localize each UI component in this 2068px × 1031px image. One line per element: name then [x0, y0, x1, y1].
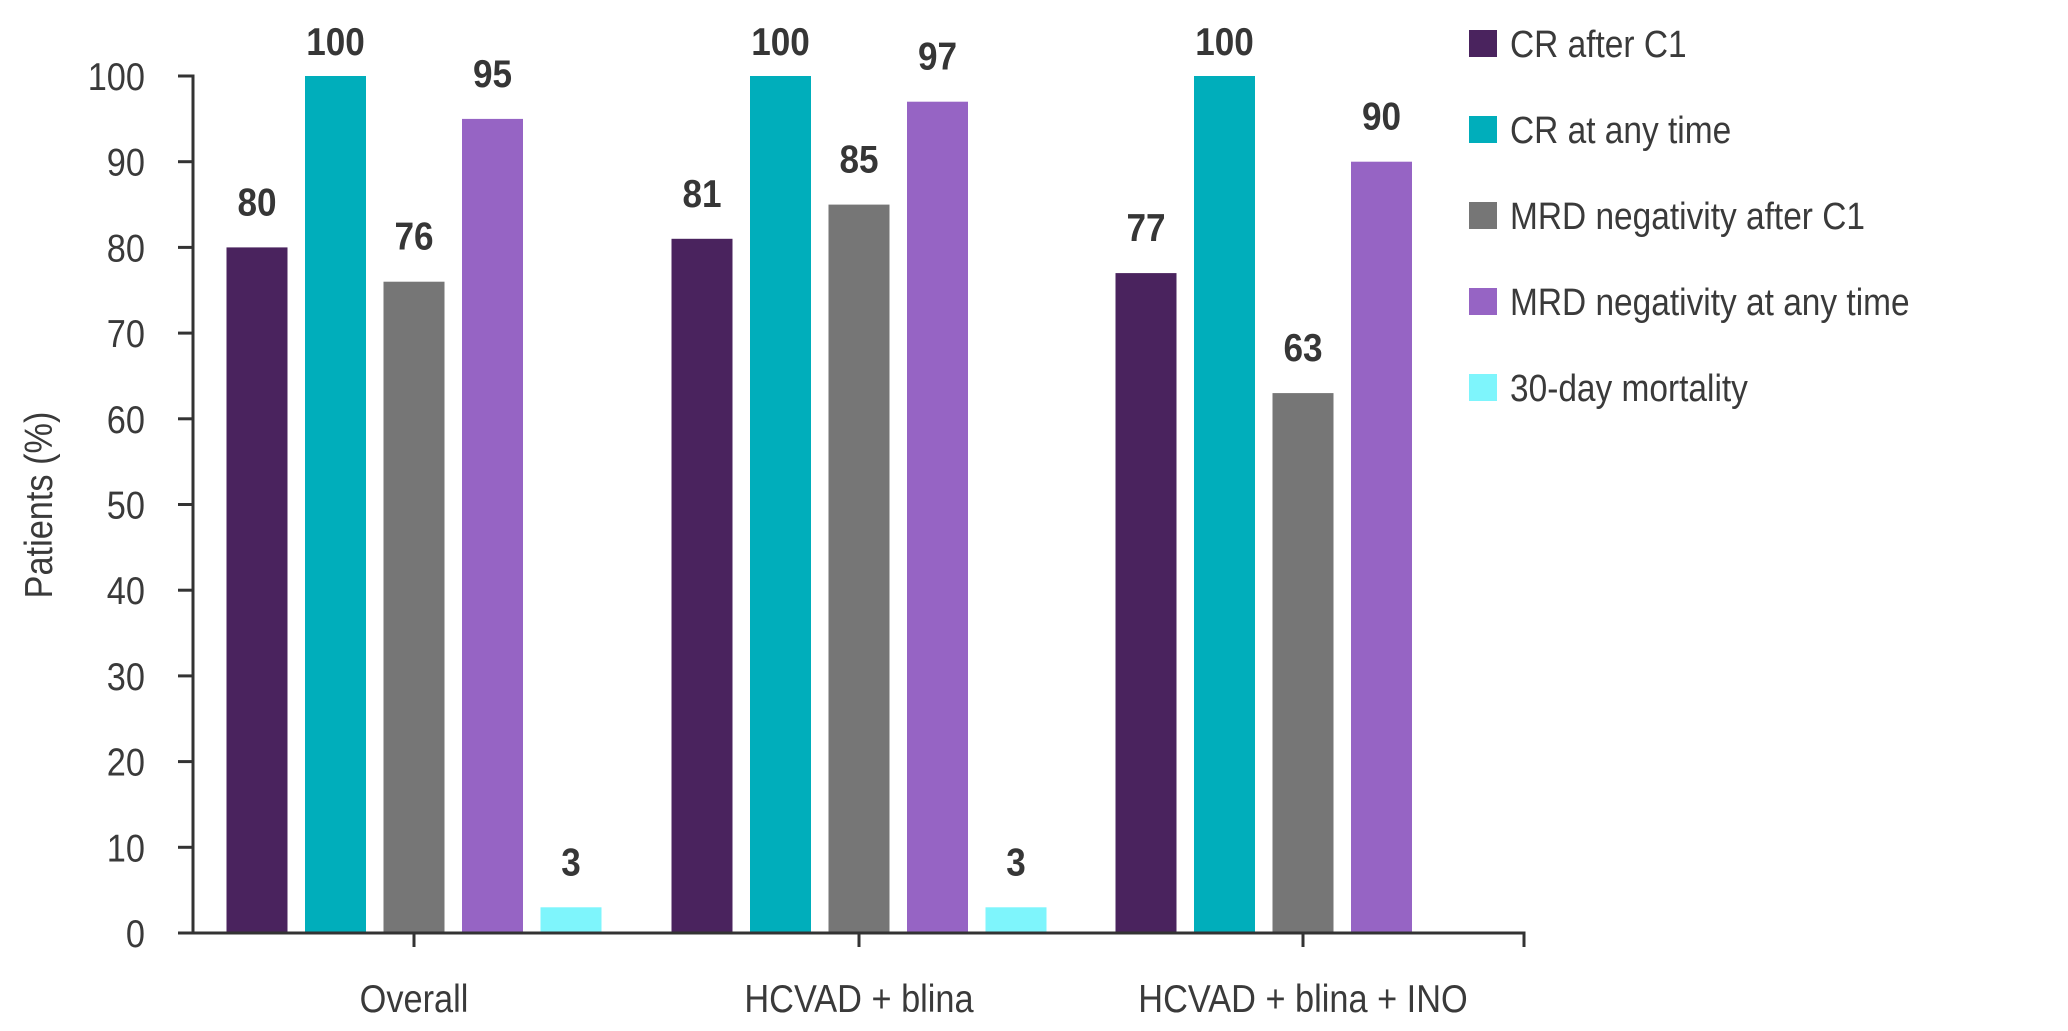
y-tick-label: 0 — [126, 913, 145, 956]
y-tick-label: 10 — [107, 827, 145, 870]
data-label: 63 — [1283, 327, 1322, 370]
legend-label: CR at any time — [1510, 110, 1731, 152]
x-axis: Overall HCVAD + blina HCVAD + blina + INO — [178, 931, 1526, 1021]
bar — [828, 204, 890, 934]
bar — [1272, 393, 1334, 934]
x-category-label: HCVAD + blina + INO — [1138, 978, 1467, 1021]
bars — [226, 76, 1412, 934]
data-label: 81 — [682, 173, 721, 216]
bar — [907, 101, 968, 933]
legend-swatch — [1469, 30, 1497, 57]
x-category-label: HCVAD + blina — [744, 978, 973, 1021]
y-axis-title: Patients (%) — [18, 412, 61, 599]
data-label: 95 — [473, 53, 512, 96]
bar — [1351, 161, 1412, 933]
data-label: 76 — [394, 216, 433, 259]
data-label: 80 — [237, 181, 276, 224]
bar — [750, 76, 811, 933]
bar — [1115, 273, 1177, 934]
data-label: 100 — [306, 21, 365, 64]
legend-item: MRD negativity at any time — [1469, 282, 1910, 324]
bar — [1194, 76, 1255, 933]
legend-swatch — [1469, 288, 1497, 315]
data-label: 85 — [839, 139, 878, 182]
legend-label: 30-day mortality — [1510, 368, 1748, 410]
bar — [540, 907, 602, 933]
legend-item: CR at any time — [1469, 110, 1731, 152]
data-label: 77 — [1126, 207, 1165, 250]
y-tick-label: 20 — [107, 742, 145, 785]
bar — [226, 247, 288, 933]
data-label: 97 — [918, 36, 957, 79]
legend-swatch — [1469, 116, 1497, 143]
y-tick-label: 80 — [107, 227, 145, 270]
bar — [462, 118, 523, 933]
data-labels: 80 100 76 95 3 81 100 85 97 3 77 100 63 90 — [237, 21, 1401, 884]
legend-item: CR after C1 — [1469, 24, 1687, 66]
data-label: 100 — [1195, 21, 1254, 64]
bar — [383, 281, 445, 933]
legend: CR after C1 CR at any time MRD negativity … — [1469, 24, 1910, 410]
y-tick-label: 60 — [107, 399, 145, 442]
y-tick-label: 70 — [107, 313, 145, 356]
legend-label: CR after C1 — [1510, 24, 1687, 66]
y-tick-label: 90 — [107, 142, 145, 185]
legend-label: MRD negativity at any time — [1510, 282, 1910, 324]
legend-swatch — [1469, 202, 1497, 229]
legend-item: 30-day mortality — [1469, 368, 1748, 410]
legend-swatch — [1469, 374, 1497, 401]
y-tick-label: 40 — [107, 570, 145, 613]
legend-item: MRD negativity after C1 — [1469, 196, 1865, 238]
data-label: 3 — [561, 841, 581, 884]
bar — [305, 76, 366, 933]
y-axis-title-group: Patients (%) — [18, 412, 61, 599]
data-label: 3 — [1006, 841, 1026, 884]
legend-label: MRD negativity after C1 — [1510, 196, 1865, 238]
y-axis: 0 10 20 30 40 50 60 70 80 90 100 — [88, 56, 195, 956]
bar — [985, 907, 1047, 933]
data-label: 90 — [1362, 96, 1401, 139]
x-category-label: Overall — [360, 978, 469, 1021]
y-tick-label: 50 — [107, 485, 145, 528]
bar — [671, 238, 733, 934]
data-label: 100 — [751, 21, 810, 64]
y-tick-label: 100 — [88, 56, 145, 99]
y-tick-label: 30 — [107, 656, 145, 699]
